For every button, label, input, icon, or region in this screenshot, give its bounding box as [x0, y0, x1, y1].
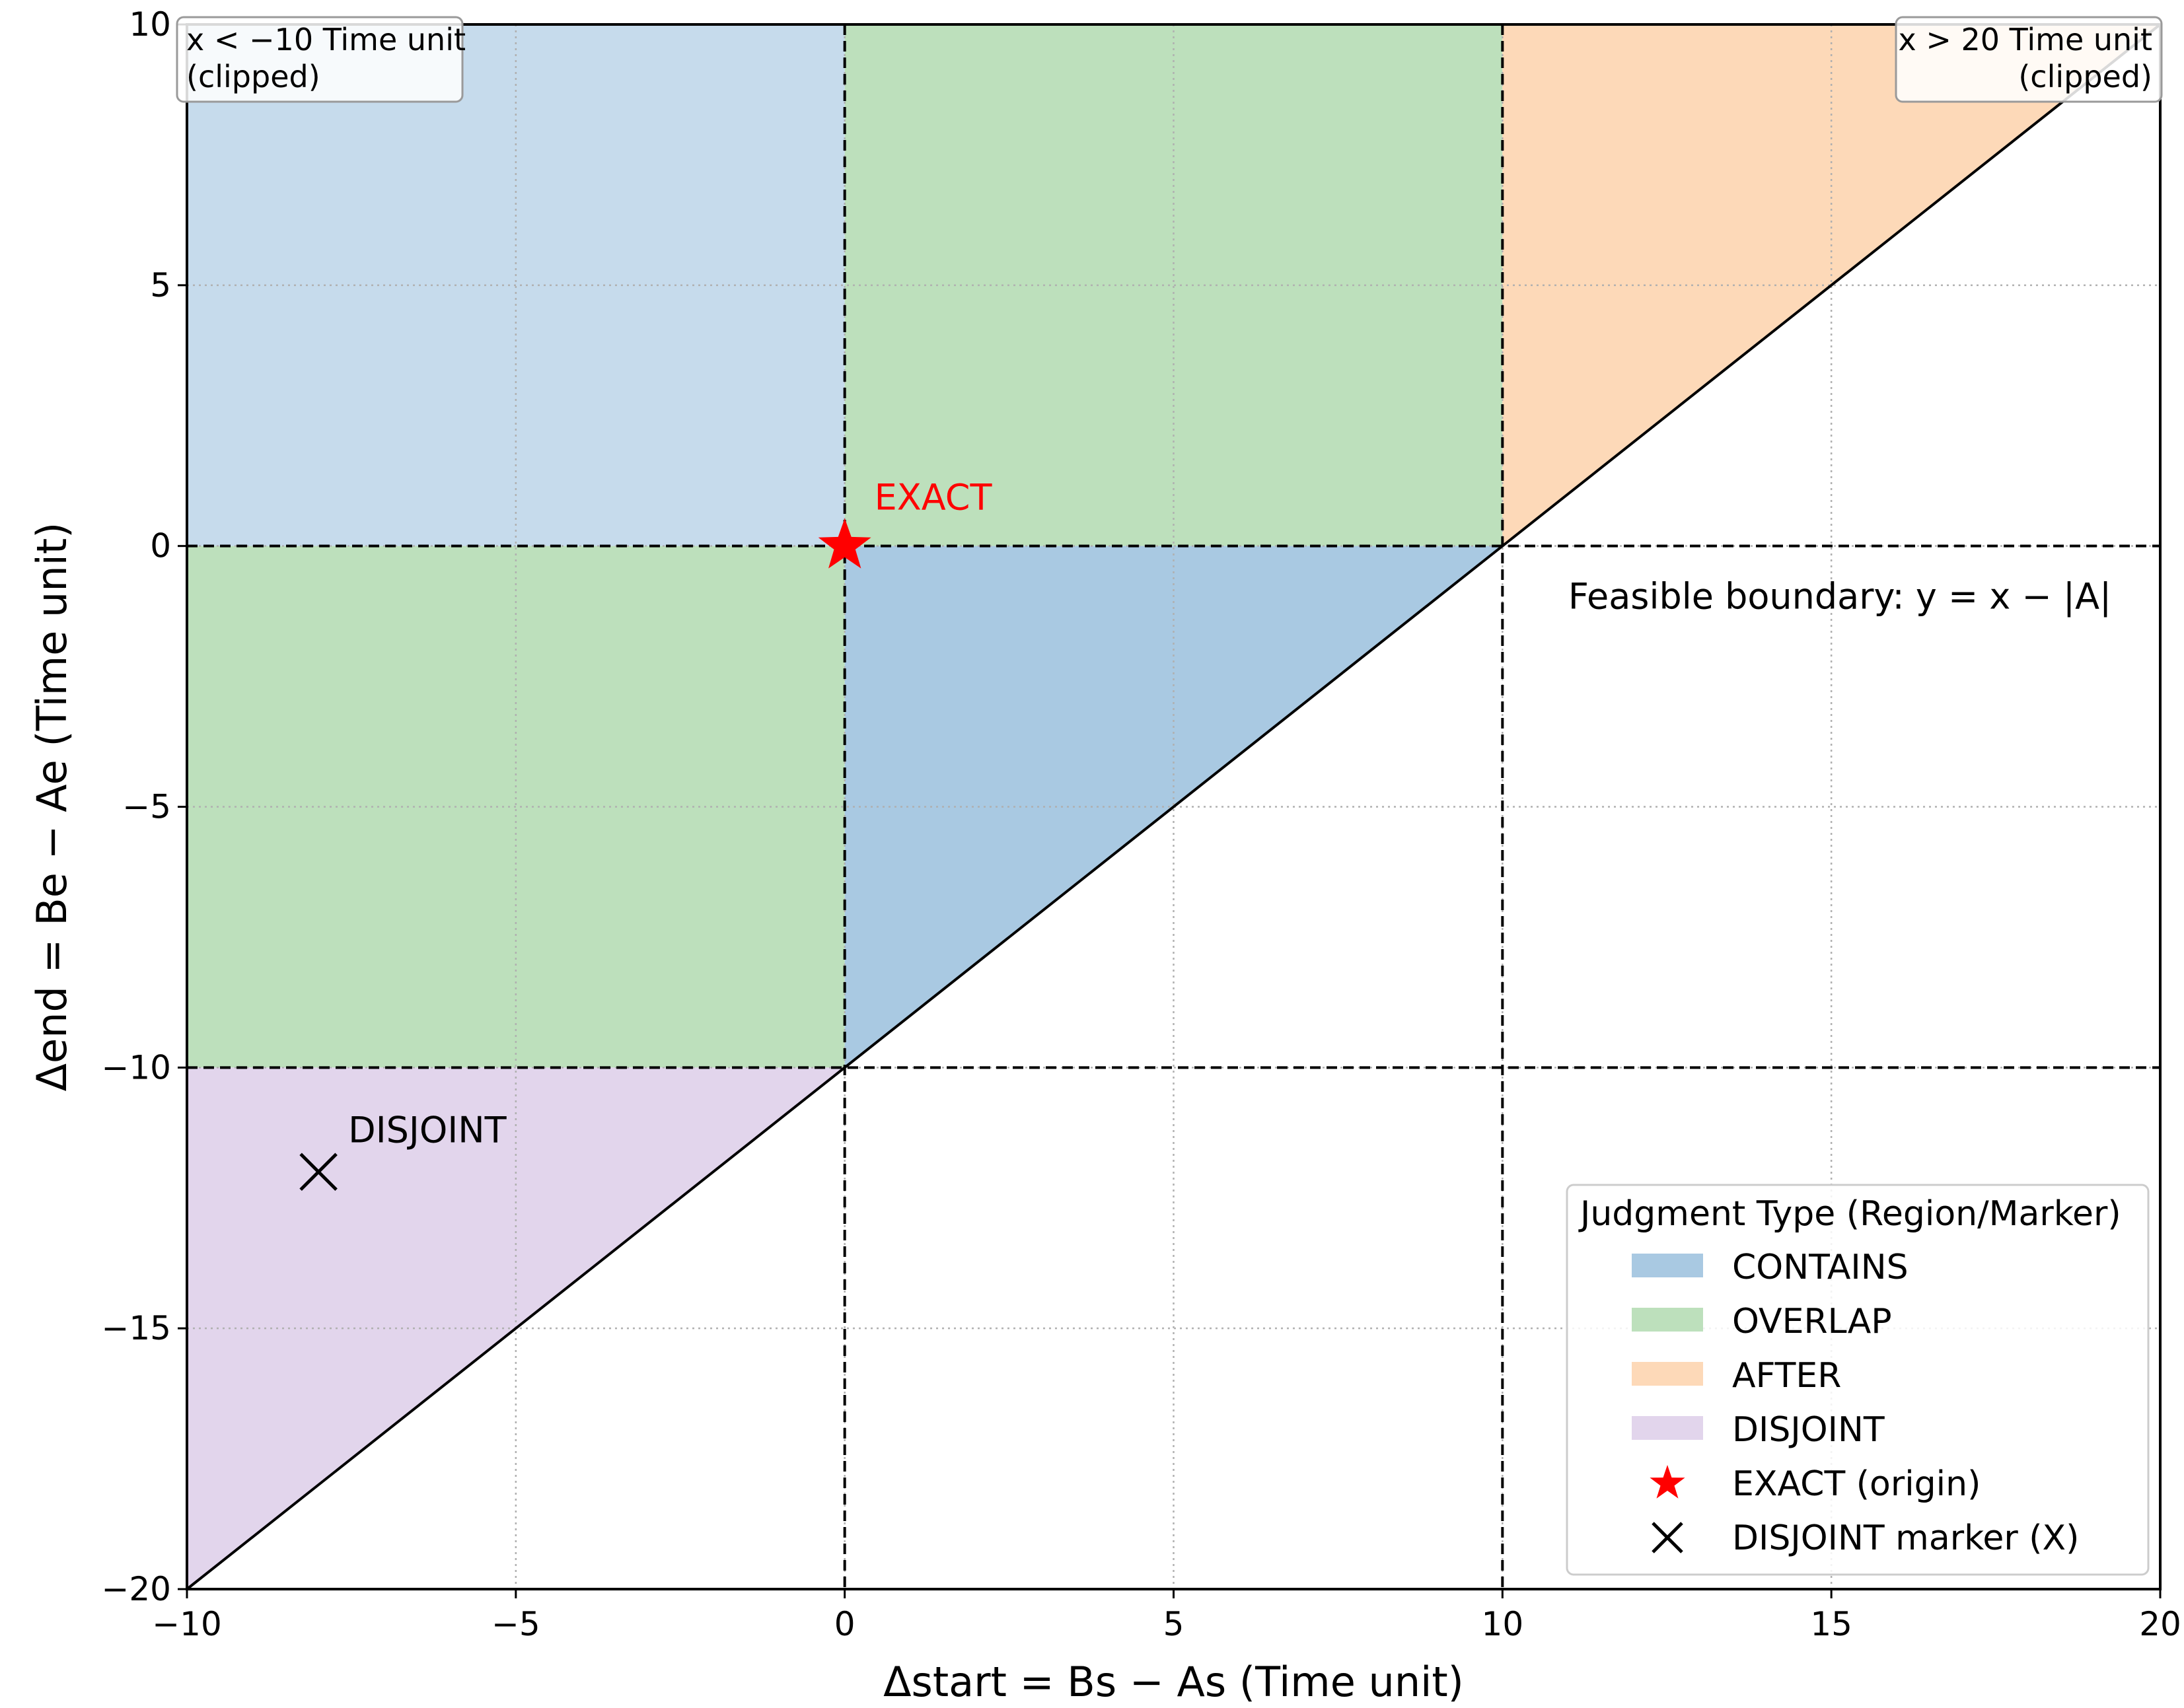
- exact-star-marker: [818, 518, 871, 569]
- y-tick-label: 5: [150, 266, 171, 304]
- note-line: x > 20 Time unit: [1899, 22, 2153, 57]
- boundary-label: Feasible boundary: y = x − |A|: [1568, 575, 2111, 617]
- axis-ticks: −10 −5 0 5 10 15 20 −20 −15 −10 −5 0 5 10: [101, 5, 2181, 1643]
- legend-item: DISJOINT: [1632, 1410, 1885, 1450]
- x-tick-label: 0: [834, 1605, 855, 1643]
- legend-item: DISJOINT marker (X): [1652, 1518, 2079, 1558]
- legend-item: OVERLAP: [1632, 1302, 1892, 1341]
- y-tick-label: −10: [101, 1048, 171, 1086]
- note-box: [176, 16, 464, 103]
- y-axis-title: Δend = Be − Ae (Time unit): [28, 522, 76, 1092]
- x-tick-label: 10: [1482, 1605, 1524, 1643]
- clipped-note-right: x > 20 Time unit(clipped): [1895, 16, 2163, 103]
- y-tick-label: 0: [150, 527, 171, 565]
- feasible-boundary: Feasible boundary: y = x − |A|: [186, 23, 2162, 1590]
- legend-item: EXACT (origin): [1650, 1464, 1981, 1504]
- x-axis-title: Δstart = Bs − As (Time unit): [883, 1658, 1464, 1706]
- legend-label: CONTAINS: [1732, 1248, 1909, 1287]
- legend-swatch: [1632, 1362, 1703, 1386]
- x-tick-label: −5: [491, 1605, 540, 1643]
- legend-title: Judgment Type (Region/Marker): [1578, 1194, 2121, 1234]
- y-tick-label: −20: [101, 1570, 171, 1608]
- exact-label: EXACT: [875, 477, 993, 518]
- note-box: [1895, 16, 2163, 103]
- legend-label: AFTER: [1732, 1356, 1841, 1396]
- clipped-note-left: x < −10 Time unit(clipped): [176, 16, 466, 103]
- x-tick-label: −10: [152, 1605, 222, 1643]
- disjoint-label: DISJOINT: [348, 1109, 507, 1151]
- legend-label: EXACT (origin): [1732, 1464, 1981, 1504]
- legend-item: AFTER: [1632, 1356, 1841, 1396]
- disjoint-x-marker: [299, 1153, 338, 1192]
- legend-label: OVERLAP: [1732, 1302, 1892, 1341]
- point-markers: EXACT DISJOINT: [299, 477, 993, 1192]
- region-overlap: [844, 24, 1503, 546]
- legend-swatch: [1632, 1308, 1703, 1332]
- legend-item: CONTAINS: [1632, 1248, 1909, 1287]
- boundary-line: [186, 23, 2162, 1590]
- y-tick-label: 10: [129, 5, 171, 44]
- legend-label: DISJOINT: [1732, 1410, 1885, 1450]
- y-tick-label: −5: [122, 788, 171, 826]
- x-tick-label: 5: [1163, 1605, 1184, 1643]
- note-line: (clipped): [186, 59, 320, 94]
- legend-swatch: [1632, 1416, 1703, 1440]
- dashed-reference-lines: [187, 24, 2160, 1589]
- legend-label: DISJOINT marker (X): [1732, 1518, 2079, 1558]
- legend: Judgment Type (Region/Marker) CONTAINS OVE…: [1566, 1184, 2150, 1576]
- legend-swatch: [1632, 1254, 1703, 1277]
- x-tick-label: 20: [2139, 1605, 2181, 1643]
- note-line: x < −10 Time unit: [186, 22, 466, 57]
- legend-box: [1566, 1184, 2150, 1576]
- region-contains: [844, 546, 1503, 1068]
- clipped-notes: x < −10 Time unit(clipped)x > 20 Time un…: [176, 16, 2163, 103]
- legend-star-icon: [1650, 1465, 1685, 1499]
- legend-x-icon: [1652, 1522, 1683, 1553]
- x-tick-label: 15: [1810, 1605, 1852, 1643]
- note-line: (clipped): [2018, 59, 2152, 94]
- y-tick-label: −15: [101, 1309, 171, 1347]
